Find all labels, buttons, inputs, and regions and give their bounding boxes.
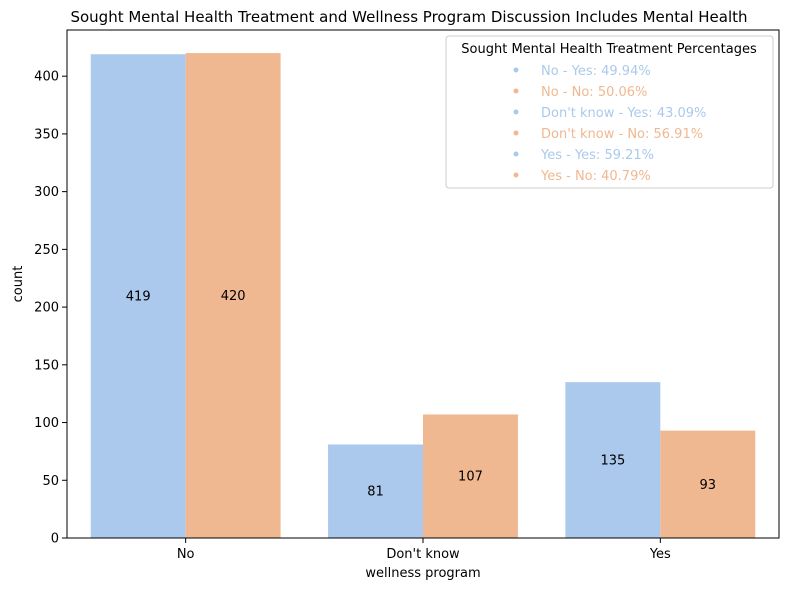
bar [90,54,186,538]
y-axis-label: count [11,266,26,303]
legend-entry-label: Yes - Yes: 59.21% [540,148,654,163]
bar-value-label: 420 [221,289,246,304]
y-tick-label: 0 [51,532,59,547]
y-tick-label: 100 [34,416,59,431]
y-tick-label: 200 [34,301,59,316]
legend-marker [513,172,519,178]
legend-entry-label: No - No: 50.06% [541,85,647,100]
x-tick-label: Don't know [386,547,460,562]
y-tick-label: 400 [34,70,59,85]
bar-value-label: 93 [700,478,717,493]
bar-value-label: 107 [458,470,483,485]
legend-box [445,35,774,189]
y-tick-label: 50 [42,474,59,489]
bar [185,53,281,538]
legend-entry-label: No - Yes: 49.94% [541,64,651,79]
bar-value-label: 419 [126,290,151,305]
y-axis: 0 50 100 150 200 250 300 350 400 [34,70,67,547]
y-tick-label: 150 [34,358,59,373]
legend-marker [513,151,519,157]
chart-title: Sought Mental Health Treatment and Welln… [70,8,747,26]
legend: Sought Mental Health Treatment Percentag… [445,35,774,189]
y-tick-label: 300 [34,185,59,200]
x-tick-label: No [177,547,195,562]
x-axis: No Don't know Yes [177,538,671,562]
bars-group [90,53,756,538]
legend-marker [513,67,519,73]
legend-title: Sought Mental Health Treatment Percentag… [461,42,757,57]
bar [565,382,661,538]
plot-frame [66,29,780,539]
bar-value-label: 81 [367,485,384,500]
y-tick-label: 350 [34,127,59,142]
legend-marker [513,109,519,115]
bar [660,430,756,538]
legend-marker [513,130,519,136]
x-axis-label: wellness program [365,566,480,581]
bar [328,444,423,538]
bar [423,414,518,538]
bar-value-label: 135 [600,454,625,469]
y-tick-label: 250 [34,243,59,258]
legend-entry-label: Yes - No: 40.79% [540,169,651,184]
legend-entry-label: Don't know - No: 56.91% [541,127,703,142]
bar-labels-group: 419 81 135 420 107 93 [126,289,716,500]
legend-entries: No - Yes: 49.94% No - No: 50.06% Don't kno… [513,64,706,184]
legend-marker [513,88,519,94]
legend-entry-label: Don't know - Yes: 43.09% [541,106,706,121]
x-tick-label: Yes [649,547,671,562]
